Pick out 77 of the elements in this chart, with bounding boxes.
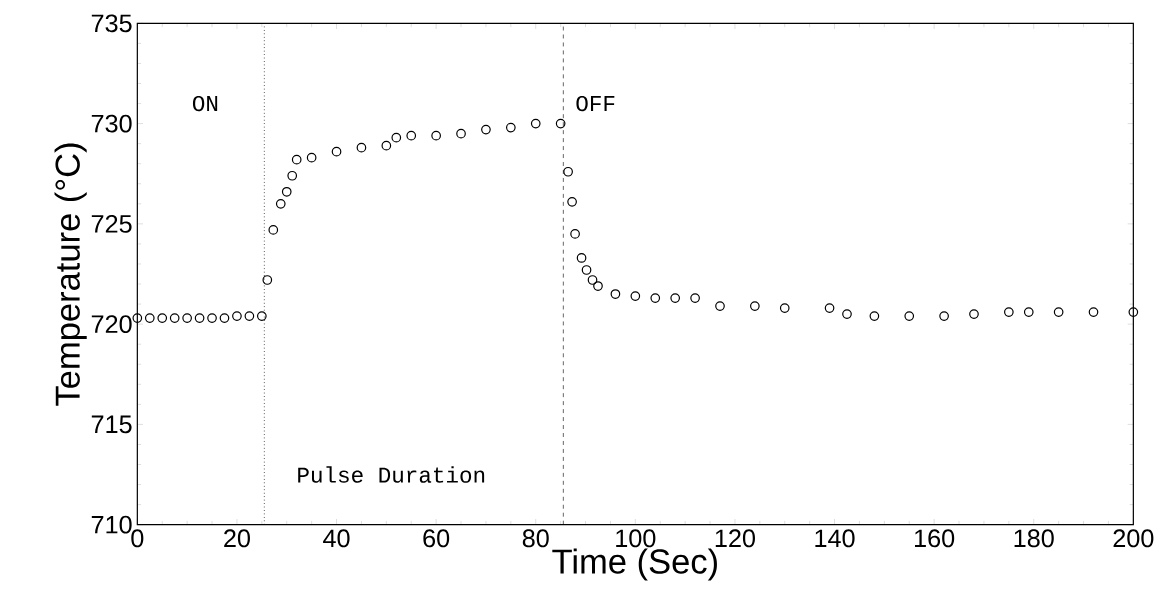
point	[581, 265, 592, 275]
point	[1053, 307, 1064, 317]
point	[505, 122, 516, 133]
x-tick-label: 100	[616, 529, 656, 548]
point	[593, 281, 603, 291]
y-tick-label: 735	[91, 14, 132, 33]
y-tick-label: 725	[91, 214, 132, 233]
point	[750, 301, 760, 311]
point	[650, 293, 661, 303]
point	[904, 311, 915, 321]
y-tick-label: 715	[91, 415, 132, 434]
point	[530, 118, 541, 129]
point	[670, 293, 681, 303]
point	[182, 313, 192, 323]
annotation: ON	[192, 95, 218, 112]
x-tick-label: 180	[1014, 529, 1054, 548]
point	[690, 293, 700, 303]
x-tick-label: 60	[423, 529, 450, 548]
point	[406, 130, 417, 141]
x-tick-label: 140	[815, 529, 855, 548]
point	[587, 275, 598, 285]
point	[779, 303, 790, 313]
point	[268, 225, 279, 235]
point	[281, 186, 292, 197]
y-tick-label: 720	[91, 315, 132, 334]
point	[1003, 307, 1014, 317]
annotation: Pulse Duration	[298, 466, 485, 483]
point	[431, 130, 441, 141]
point	[481, 124, 491, 135]
point	[219, 313, 230, 323]
point	[391, 132, 402, 143]
point	[567, 196, 577, 207]
y-axis-title: Temperature (°C)	[54, 143, 87, 406]
point	[194, 313, 205, 323]
point	[287, 170, 298, 181]
point	[132, 313, 143, 323]
point	[1088, 307, 1099, 317]
point	[144, 313, 155, 323]
y-tick-label: 710	[91, 515, 132, 534]
y-tick-label: 730	[91, 114, 132, 133]
point	[824, 303, 835, 313]
x-tick-label: 40	[323, 529, 350, 548]
point	[291, 154, 302, 165]
point	[356, 142, 367, 153]
x-tick-label: 0	[131, 529, 144, 548]
x-tick-label: 80	[522, 529, 549, 548]
point	[563, 166, 573, 177]
point	[207, 313, 217, 323]
point	[869, 311, 880, 321]
point	[275, 198, 286, 209]
point	[939, 311, 949, 321]
point	[262, 275, 273, 285]
point	[244, 311, 255, 321]
point	[969, 309, 979, 319]
point	[715, 301, 725, 311]
point	[610, 289, 621, 299]
point	[232, 311, 242, 321]
point	[576, 253, 587, 263]
point	[157, 313, 168, 323]
point	[456, 128, 466, 139]
point	[1128, 307, 1139, 317]
point	[570, 229, 580, 239]
x-tick-label: 20	[224, 529, 250, 548]
point	[381, 140, 392, 151]
point	[1023, 307, 1034, 317]
x-tick-label: 120	[715, 529, 755, 548]
point	[842, 309, 852, 319]
x-tick-label: 160	[915, 529, 955, 548]
annotation: OFF	[576, 95, 615, 112]
point	[256, 311, 267, 321]
point	[555, 118, 566, 129]
point	[306, 152, 317, 163]
point	[630, 291, 641, 301]
point	[331, 146, 342, 157]
point	[169, 313, 180, 323]
x-axis-title: Time (Sec)	[552, 548, 717, 581]
x-tick-label: 200	[1113, 529, 1154, 548]
